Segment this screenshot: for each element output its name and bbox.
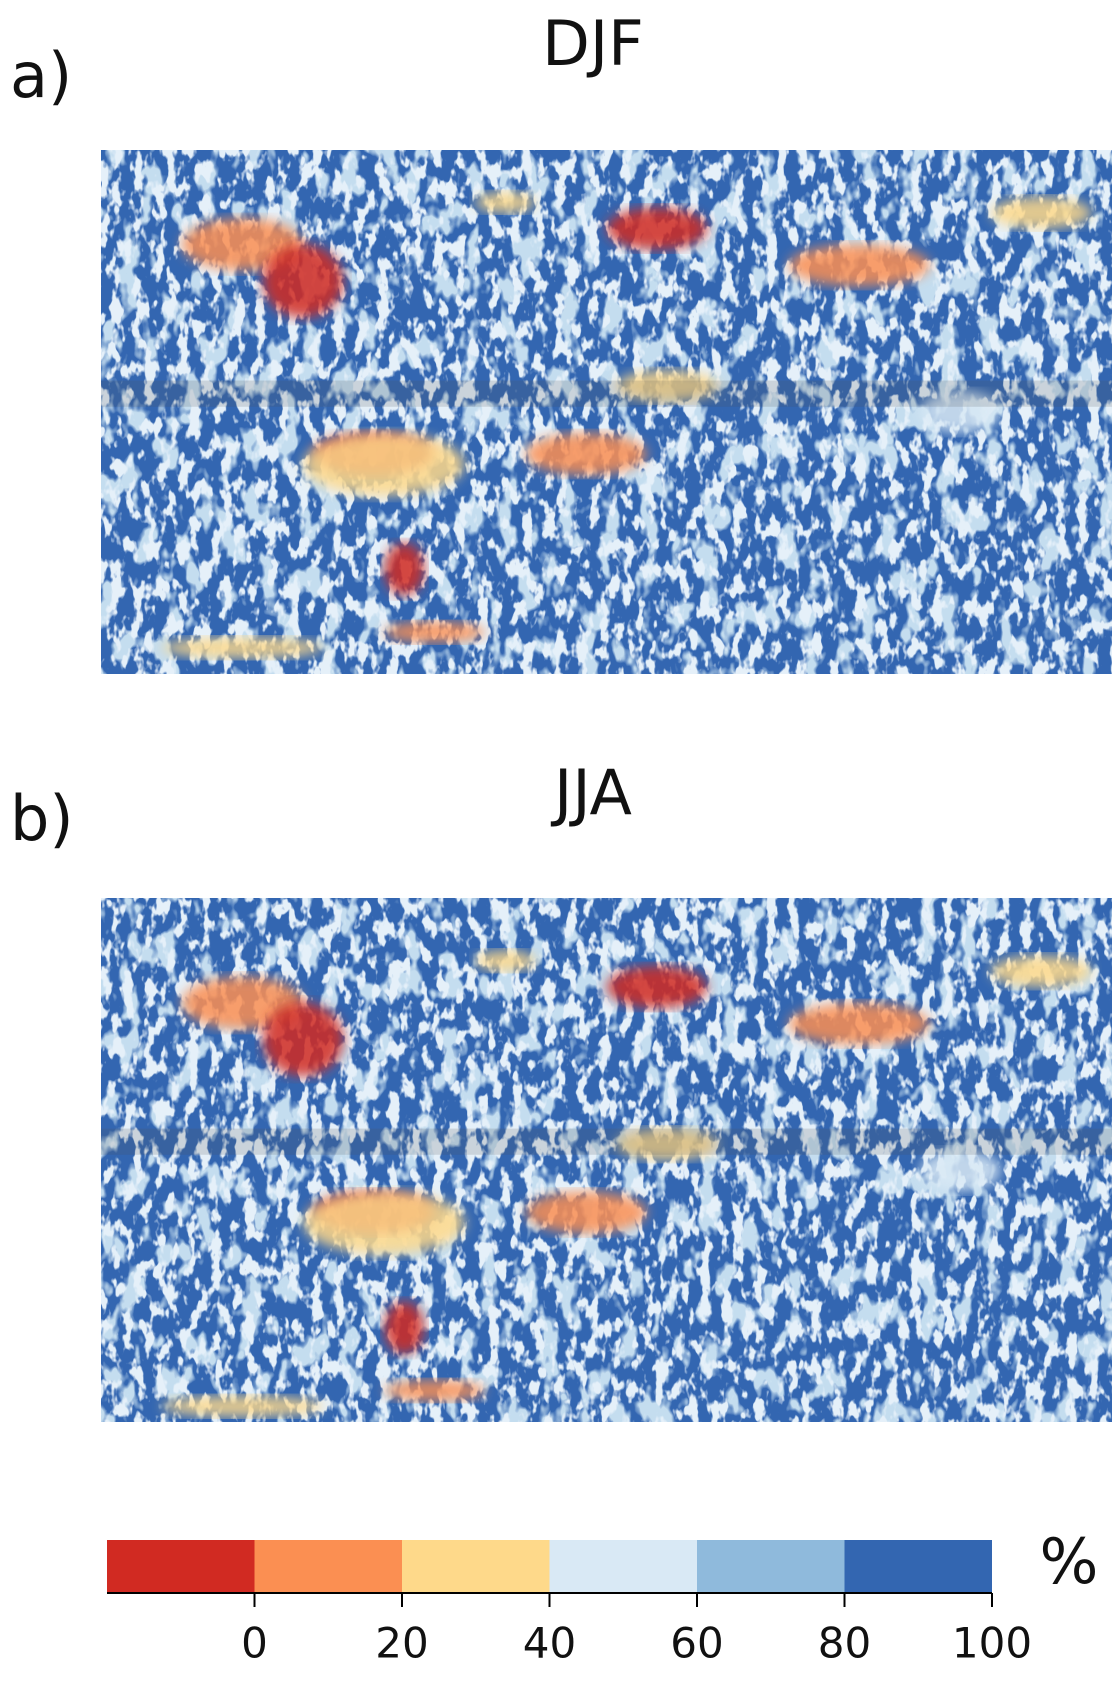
map-region [263, 1003, 344, 1076]
colorbar-unit: % [1040, 1525, 1099, 1598]
colorbar-tick-label: 20 [375, 1619, 428, 1668]
map-region [384, 543, 424, 595]
map-region [263, 244, 344, 317]
map-region [384, 622, 485, 643]
colorbar-tick-label: 0 [241, 1619, 268, 1668]
map-region [526, 433, 647, 475]
panel-title: JJA [550, 756, 632, 829]
colorbar-box [107, 1540, 255, 1593]
map-region [475, 192, 536, 213]
colorbar-tick-label: 60 [670, 1619, 723, 1668]
map-region [788, 244, 930, 286]
colorbar-box [402, 1540, 550, 1593]
colorbar-box [550, 1540, 698, 1593]
map-region [788, 1003, 930, 1045]
map-region [475, 950, 536, 971]
map-region [303, 433, 465, 496]
map-region [384, 1380, 485, 1401]
map-region [162, 1396, 324, 1417]
map-region [920, 1150, 1001, 1192]
map-region [607, 966, 708, 1008]
map-region [991, 197, 1092, 228]
figure: a) DJF b) JJA % 0 20 40 60 80 100 [0, 0, 1112, 1679]
map-region [162, 637, 324, 658]
colorbar-box [697, 1540, 845, 1593]
map-region [991, 956, 1092, 987]
map [101, 898, 1112, 1422]
page: {"panels": [{"label": "a)", "title": "DJ… [0, 0, 1112, 1679]
colorbar-tick-label: 40 [523, 1619, 576, 1668]
map-region [607, 208, 708, 250]
colorbar-box [845, 1540, 993, 1593]
colorbar-box [255, 1540, 403, 1593]
panel-title: DJF [542, 7, 644, 80]
map-band [101, 381, 1112, 407]
map-band [101, 1129, 1112, 1155]
map-region [526, 1191, 647, 1233]
panel-label: b) [10, 782, 74, 855]
map [101, 150, 1112, 674]
map-region [384, 1301, 424, 1353]
colorbar-tick-label: 80 [818, 1619, 871, 1668]
panel-label: a) [10, 39, 72, 112]
colorbar-tick-label: 100 [952, 1619, 1032, 1668]
map-region [303, 1191, 465, 1254]
